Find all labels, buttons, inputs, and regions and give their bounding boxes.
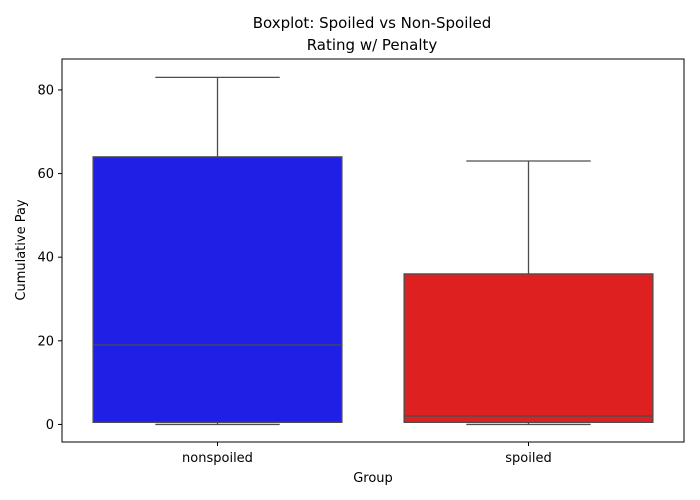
y-tick-label: 40	[37, 251, 54, 266]
chart-title-line-2: Rating w/ Penalty	[307, 36, 438, 54]
box-nonspoiled	[92, 76, 343, 426]
y-tick-label: 20	[37, 334, 54, 349]
y-axis: 0 20 40 60 80	[37, 83, 62, 433]
plot-area	[92, 76, 654, 426]
y-tick-label: 0	[46, 418, 54, 433]
x-axis-label: Group	[353, 471, 393, 486]
x-axis: nonspoiled spoiled	[182, 442, 552, 466]
y-tick-label: 80	[37, 83, 54, 98]
box-spoiled	[403, 160, 654, 426]
iqr-box	[92, 156, 343, 423]
plot-frame	[61, 58, 685, 443]
y-tick-label: 60	[37, 167, 54, 182]
y-axis-label: Cumulative Pay	[14, 199, 29, 301]
chart-title-line-1: Boxplot: Spoiled vs Non-Spoiled	[253, 14, 492, 32]
x-tick-label: spoiled	[505, 451, 551, 466]
iqr-box	[403, 273, 654, 423]
x-tick-label: nonspoiled	[182, 451, 253, 466]
